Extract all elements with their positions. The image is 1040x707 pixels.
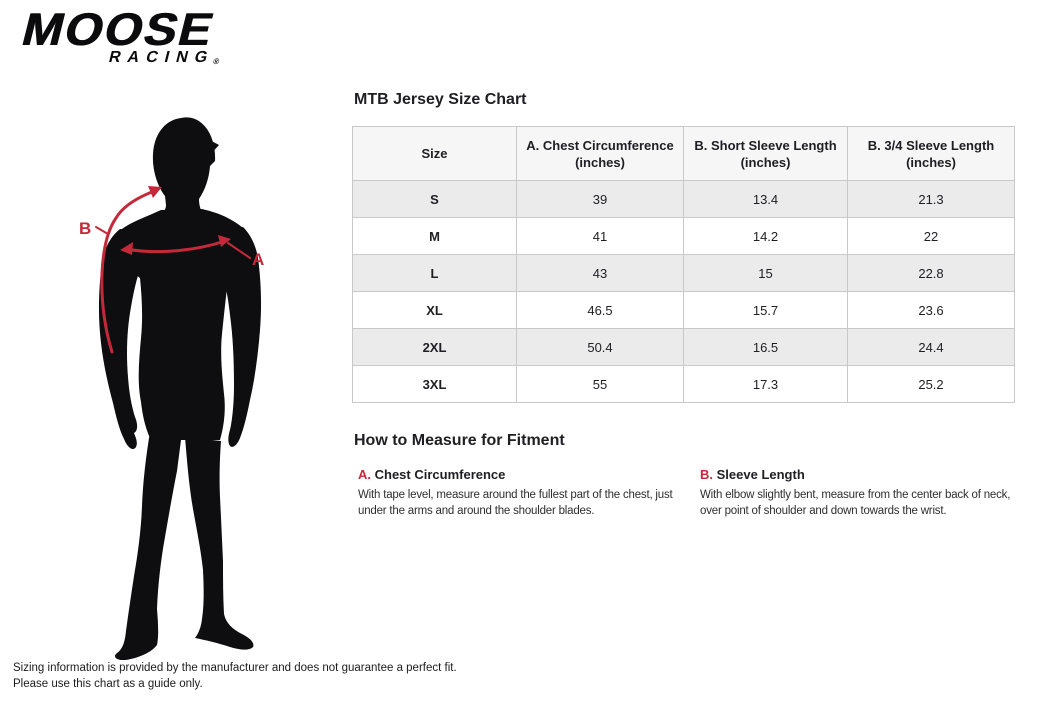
size-value: 3XL bbox=[352, 365, 517, 403]
disclaimer-line-1: Sizing information is provided by the ma… bbox=[13, 662, 457, 674]
chest-value: 55 bbox=[516, 365, 684, 403]
logo-subbrand-text: RACING® bbox=[106, 49, 221, 66]
table-header-row: Size A. Chest Circumference (inches) B. S… bbox=[352, 126, 1015, 181]
moose-racing-logo: MOOSE RACING® bbox=[17, 3, 221, 70]
short-sleeve-value: 15.7 bbox=[683, 291, 848, 329]
column-header-chest: A. Chest Circumference (inches) bbox=[516, 126, 684, 181]
table-row: L 43 15 22.8 bbox=[352, 254, 1015, 292]
column-header-34-sleeve: B. 3/4 Sleeve Length (inches) bbox=[847, 126, 1015, 181]
table-row: 2XL 50.4 16.5 24.4 bbox=[352, 328, 1015, 366]
page-title: MTB Jersey Size Chart bbox=[354, 91, 527, 108]
measure-item-chest: A. Chest Circumference With tape level, … bbox=[358, 467, 700, 519]
chest-value: 50.4 bbox=[516, 328, 684, 366]
column-header-size: Size bbox=[352, 126, 517, 181]
size-chart-section: MTB Jersey Size Chart Size A. Chest Circ… bbox=[352, 90, 1015, 519]
sleeve-line-arrowhead bbox=[148, 186, 162, 198]
sizing-disclaimer: Sizing information is provided by the ma… bbox=[13, 660, 457, 692]
three-quarter-sleeve-value: 24.4 bbox=[847, 328, 1015, 366]
measure-item-body: With tape level, measure around the full… bbox=[358, 489, 673, 517]
short-sleeve-value: 15 bbox=[683, 254, 848, 292]
size-value: XL bbox=[352, 291, 517, 329]
chest-measurement-line bbox=[124, 239, 251, 259]
measure-guide-title: How to Measure for Fitment bbox=[354, 432, 565, 449]
three-quarter-sleeve-value: 21.3 bbox=[847, 180, 1015, 218]
table-row: M 41 14.2 22 bbox=[352, 217, 1015, 255]
body-silhouette bbox=[98, 117, 262, 661]
disclaimer-line-2: Please use this chart as a guide only. bbox=[13, 678, 203, 690]
chest-value: 41 bbox=[516, 217, 684, 255]
chest-value: 46.5 bbox=[516, 291, 684, 329]
measure-guide: A. Chest Circumference With tape level, … bbox=[358, 467, 1014, 519]
three-quarter-sleeve-value: 22.8 bbox=[847, 254, 1015, 292]
size-value: M bbox=[352, 217, 517, 255]
measure-item-sleeve: B. Sleeve Length With elbow slightly ben… bbox=[700, 467, 1014, 519]
chest-line-arrowheads bbox=[120, 235, 231, 255]
body-silhouette-graphic: A B bbox=[79, 117, 264, 661]
size-chart-table: Size A. Chest Circumference (inches) B. S… bbox=[352, 126, 1015, 403]
measure-item-body: With elbow slightly bent, measure from t… bbox=[700, 489, 1011, 517]
three-quarter-sleeve-value: 23.6 bbox=[847, 291, 1015, 329]
registered-trademark-icon: ® bbox=[212, 57, 221, 66]
short-sleeve-value: 14.2 bbox=[683, 217, 848, 255]
logo-brand-text: MOOSE bbox=[16, 3, 221, 55]
short-sleeve-value: 17.3 bbox=[683, 365, 848, 403]
chest-value: 39 bbox=[516, 180, 684, 218]
figure-label-a: A bbox=[252, 250, 264, 269]
sleeve-measurement-line bbox=[95, 188, 159, 354]
table-row: 3XL 55 17.3 25.2 bbox=[352, 365, 1015, 403]
measure-item-heading: A. Chest Circumference bbox=[358, 467, 506, 482]
figure-label-b: B bbox=[79, 219, 91, 238]
short-sleeve-value: 16.5 bbox=[683, 328, 848, 366]
size-value: L bbox=[352, 254, 517, 292]
size-value: S bbox=[352, 180, 517, 218]
table-row: XL 46.5 15.7 23.6 bbox=[352, 291, 1015, 329]
three-quarter-sleeve-value: 22 bbox=[847, 217, 1015, 255]
measure-item-heading: B. Sleeve Length bbox=[700, 467, 805, 482]
three-quarter-sleeve-value: 25.2 bbox=[847, 365, 1015, 403]
column-header-short-sleeve: B. Short Sleeve Length (inches) bbox=[683, 126, 848, 181]
short-sleeve-value: 13.4 bbox=[683, 180, 848, 218]
measurement-figure: A B bbox=[60, 100, 340, 661]
table-row: S 39 13.4 21.3 bbox=[352, 180, 1015, 218]
chest-value: 43 bbox=[516, 254, 684, 292]
size-value: 2XL bbox=[352, 328, 517, 366]
